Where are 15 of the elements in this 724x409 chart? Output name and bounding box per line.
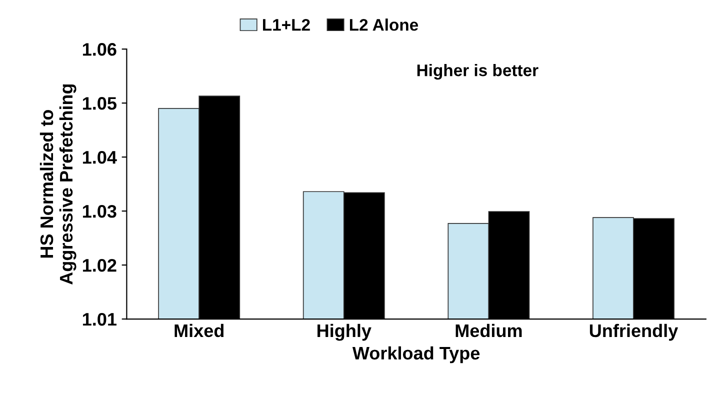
y-tick-label: 1.04 (82, 150, 117, 164)
y-axis-title: HS Normalized to Aggressive Prefetching (40, 84, 76, 284)
x-tick-label: Mixed (174, 324, 224, 338)
x-tick-label: Highly (318, 324, 372, 341)
legend-label: L2 Alone (350, 18, 418, 31)
y-tick-label: 1.01 (82, 312, 116, 326)
legend-label: L1+L2 (263, 18, 310, 31)
y-tick-label: 1.05 (82, 97, 116, 110)
y-tick-label: 1.03 (82, 204, 116, 218)
y-tick-label: 1.06 (82, 43, 116, 56)
y-tick-label: 1.02 (82, 258, 116, 272)
x-tick-label: Medium (456, 324, 522, 338)
annotation: Higher is better (417, 64, 538, 80)
x-axis-title: Workload Type (352, 346, 480, 364)
x-tick-label: Unfriendly (590, 324, 678, 341)
